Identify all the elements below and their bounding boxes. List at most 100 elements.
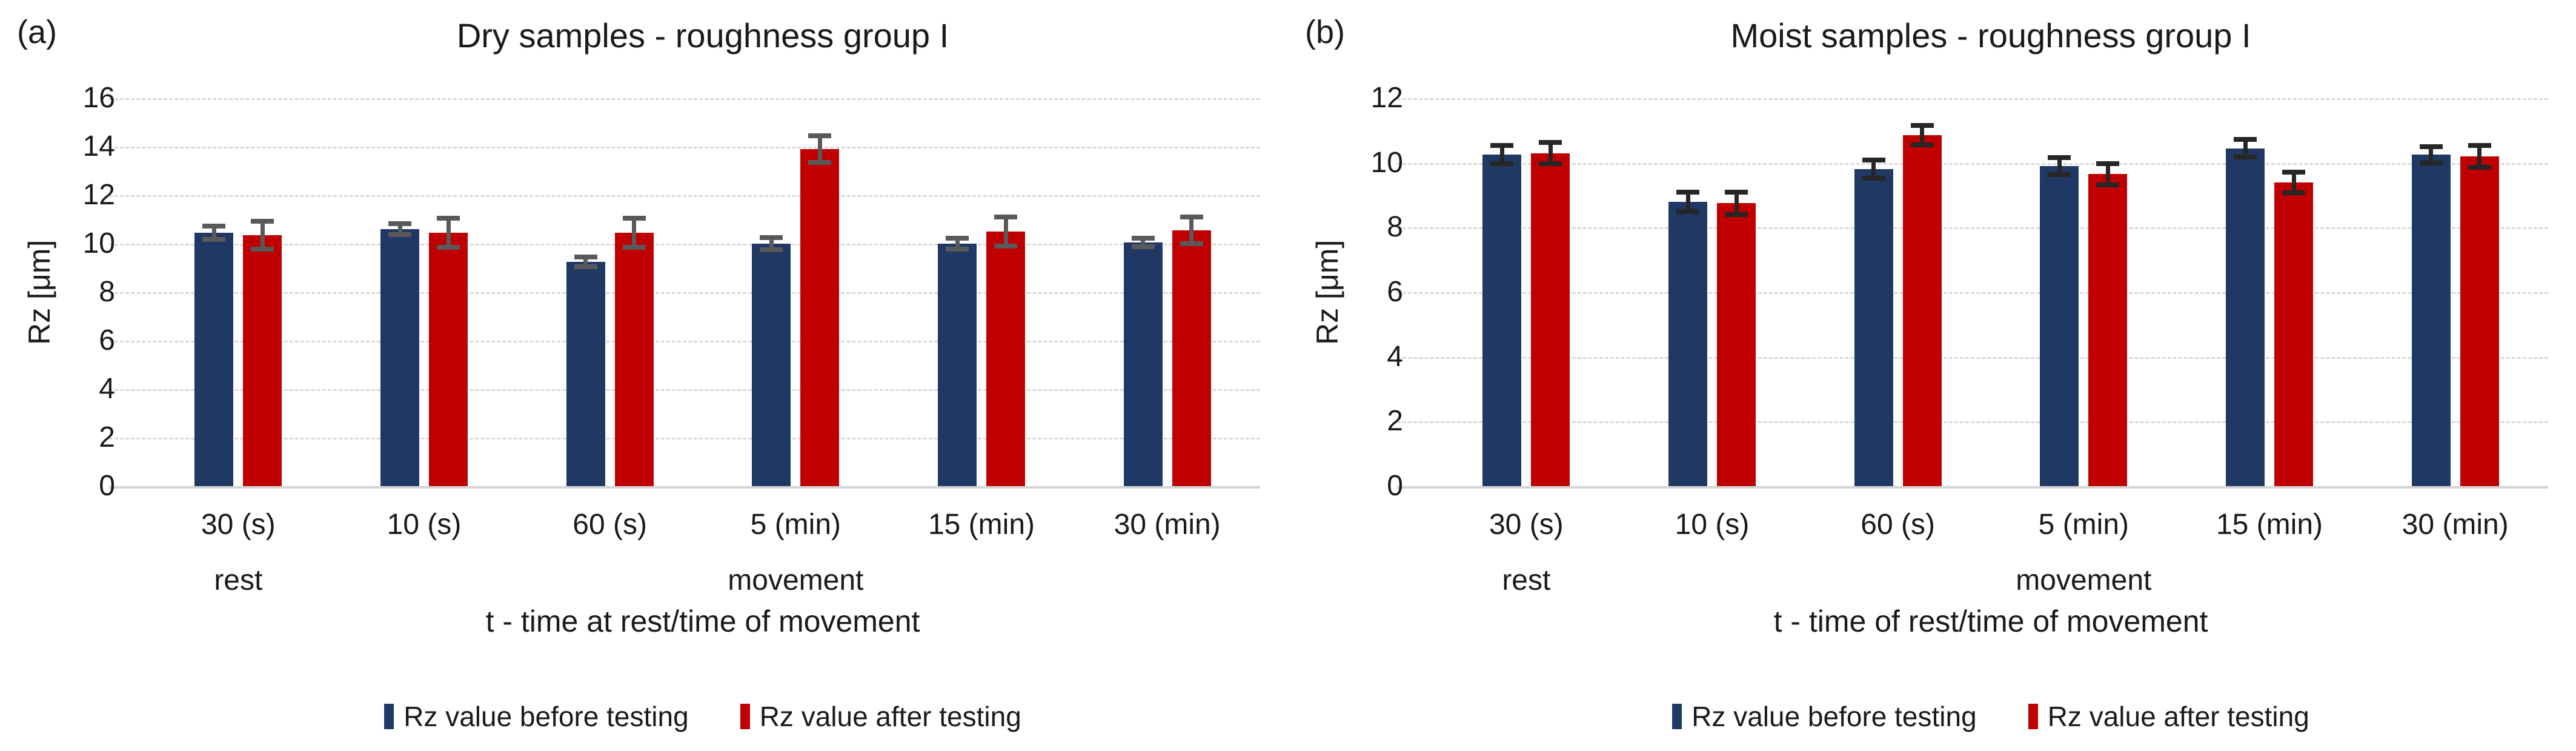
x-tick-sublabel: movement bbox=[728, 564, 864, 596]
x-tick-label: 30 (s) bbox=[1489, 509, 1564, 541]
gridline-y10 bbox=[109, 244, 1260, 245]
legend-item-after-testing: Rz value after testing bbox=[740, 700, 1021, 733]
bar-before-testing bbox=[194, 233, 234, 486]
bar-after-testing bbox=[986, 232, 1025, 486]
x-tick-sublabel: rest bbox=[214, 564, 263, 596]
y-tick-label: 0 bbox=[99, 470, 115, 502]
y-tick-label: 4 bbox=[99, 373, 115, 405]
bar-before-testing bbox=[938, 244, 977, 486]
error-bar-top-cap bbox=[1180, 215, 1203, 219]
error-bar-bottom-cap bbox=[1539, 161, 1562, 167]
error-bar-bottom-cap bbox=[251, 246, 274, 252]
legend-label-before-testing: Rz value before testing bbox=[403, 701, 689, 732]
legend-swatch-after-testing bbox=[2028, 704, 2038, 729]
error-bar-line bbox=[1734, 192, 1739, 215]
error-bar-line bbox=[1141, 238, 1146, 247]
error-bar-line bbox=[1685, 192, 1690, 212]
error-bar-bottom-cap bbox=[2096, 182, 2120, 187]
x-tick-label: 30 (s) bbox=[201, 509, 276, 541]
x-tick-label: 15 (min) bbox=[928, 509, 1035, 541]
error-bar-top-cap bbox=[251, 219, 274, 224]
error-bar-top-cap bbox=[2419, 144, 2443, 149]
bar-after-testing bbox=[243, 235, 282, 486]
panel-a-plot-area bbox=[109, 98, 1260, 489]
error-bar-top-cap bbox=[2234, 137, 2257, 142]
error-bar-top-cap bbox=[574, 255, 597, 259]
error-bar-bottom-cap bbox=[202, 236, 226, 242]
error-bar-top-cap bbox=[1862, 158, 1885, 163]
x-tick-label: 15 (min) bbox=[2216, 509, 2323, 541]
y-tick-label: 16 bbox=[82, 82, 115, 114]
bar-after-testing bbox=[800, 149, 840, 486]
legend-swatch-after-testing bbox=[740, 704, 750, 729]
y-tick-label: 10 bbox=[82, 227, 115, 259]
error-bar-top-cap bbox=[622, 216, 646, 221]
panel-a-chart-title: Dry samples - roughness group I bbox=[456, 16, 949, 55]
error-bar-bottom-cap bbox=[388, 232, 411, 237]
error-bar-line bbox=[769, 238, 774, 250]
y-tick-label: 8 bbox=[99, 276, 115, 308]
bar-after-testing bbox=[1717, 203, 1756, 486]
error-bar-line bbox=[2105, 163, 2110, 185]
error-bar-top-cap bbox=[437, 216, 460, 221]
x-tick-label: 5 (min) bbox=[2038, 509, 2129, 541]
legend-label-after-testing: Rz value after testing bbox=[2047, 701, 2309, 732]
bar-after-testing bbox=[2088, 174, 2128, 486]
error-bar-bottom-cap bbox=[437, 245, 460, 250]
bar-after-testing bbox=[2460, 156, 2499, 486]
error-bar-bottom-cap bbox=[574, 264, 597, 269]
error-bar-top-cap bbox=[2468, 143, 2491, 149]
y-tick-label: 12 bbox=[82, 179, 115, 211]
gridline-y4 bbox=[109, 389, 1260, 391]
error-bar-top-cap bbox=[760, 235, 783, 240]
x-tick-label: 30 (min) bbox=[1114, 509, 1221, 541]
panel-b-plot-area bbox=[1397, 98, 2548, 489]
error-bar-line bbox=[2291, 172, 2296, 193]
y-tick-label: 10 bbox=[1370, 146, 1403, 179]
bar-before-testing bbox=[1668, 201, 1707, 486]
y-tick-label: 6 bbox=[1387, 276, 1403, 308]
error-bar-line bbox=[397, 224, 402, 235]
y-tick-label: 4 bbox=[1387, 340, 1403, 373]
error-bar-bottom-cap bbox=[1490, 161, 1514, 167]
error-bar-line bbox=[260, 221, 265, 249]
error-bar-bottom-cap bbox=[2048, 172, 2071, 178]
y-tick-label: 14 bbox=[82, 130, 115, 162]
bar-after-testing bbox=[1531, 153, 1570, 486]
error-bar-top-cap bbox=[808, 133, 832, 138]
error-bar-top-cap bbox=[994, 215, 1017, 219]
legend-swatch-before-testing bbox=[1672, 704, 1682, 729]
bar-before-testing bbox=[380, 229, 419, 486]
y-tick-label: 2 bbox=[99, 421, 115, 453]
error-bar-line bbox=[1871, 160, 1876, 179]
gridline-y2 bbox=[1397, 421, 2548, 424]
gridline-y2 bbox=[109, 438, 1260, 439]
error-bar-line bbox=[1189, 217, 1194, 244]
error-bar-line bbox=[1499, 145, 1504, 164]
error-bar-top-cap bbox=[1490, 143, 1514, 149]
y-tick-label: 12 bbox=[1370, 82, 1403, 114]
error-bar-top-cap bbox=[1539, 140, 1562, 145]
legend-label-after-testing: Rz value after testing bbox=[759, 701, 1021, 732]
error-bar-line bbox=[1548, 142, 1553, 164]
x-tick-label: 10 (s) bbox=[1675, 509, 1750, 541]
error-bar-line bbox=[1003, 217, 1008, 246]
gridline-y4 bbox=[1397, 356, 2548, 359]
error-bar-bottom-cap bbox=[1910, 142, 1934, 148]
error-bar-line bbox=[955, 238, 960, 249]
panel-a-x-axis-title: t - time at rest/time of movement bbox=[485, 604, 920, 638]
error-bar-line bbox=[2429, 147, 2434, 163]
error-bar-top-cap bbox=[946, 236, 969, 241]
error-bar-line bbox=[817, 136, 822, 162]
x-tick-label: 10 (s) bbox=[387, 509, 462, 541]
legend-swatch-before-testing bbox=[384, 704, 394, 729]
panel-b-x-axis-title: t - time of rest/time of movement bbox=[1773, 604, 2208, 638]
x-axis-line bbox=[109, 486, 1260, 489]
error-bar-bottom-cap bbox=[1725, 212, 1748, 217]
y-tick-label: 2 bbox=[1387, 405, 1403, 438]
error-bar-top-cap bbox=[1725, 189, 1748, 195]
bar-before-testing bbox=[2040, 166, 2079, 486]
bar-before-testing bbox=[752, 244, 791, 486]
legend-label-before-testing: Rz value before testing bbox=[1691, 701, 1977, 732]
